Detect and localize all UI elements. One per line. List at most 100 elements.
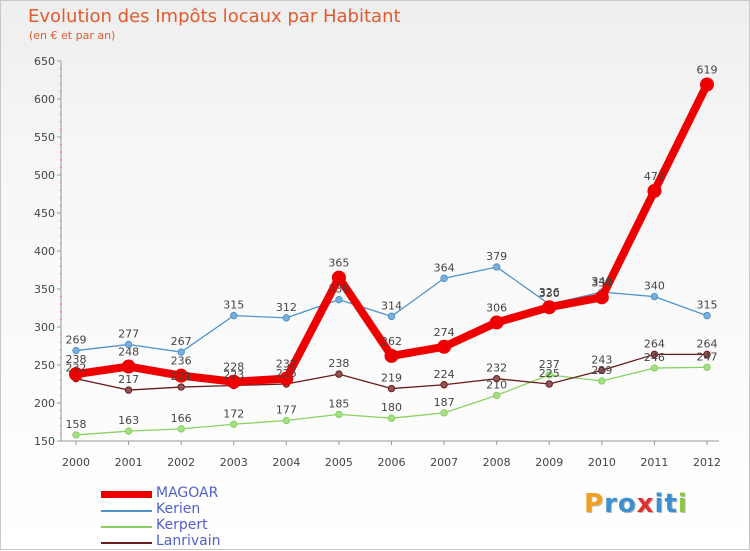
data-point-magoar bbox=[226, 374, 241, 389]
data-point-magoar bbox=[331, 270, 346, 285]
y-minor-tick bbox=[60, 425, 62, 427]
y-minor-tick bbox=[60, 220, 62, 222]
y-minor-tick bbox=[60, 106, 62, 108]
logo-letter: i bbox=[677, 489, 688, 519]
y-minor-tick bbox=[60, 128, 62, 130]
legend-label: MAGOAR bbox=[156, 485, 219, 501]
data-point-kerien bbox=[440, 274, 448, 283]
y-tick-label: 300 bbox=[34, 321, 55, 334]
legend-swatch bbox=[101, 526, 152, 528]
data-label-lanrivain: 225 bbox=[539, 367, 560, 380]
data-point-kerien bbox=[177, 348, 185, 356]
data-label-magoar: 248 bbox=[118, 346, 139, 359]
y-minor-tick bbox=[60, 83, 62, 85]
x-tick-label: 2006 bbox=[378, 456, 406, 469]
data-label-kerpert: 247 bbox=[697, 350, 718, 363]
data-point-lanrivain bbox=[598, 366, 606, 375]
data-label-magoar: 365 bbox=[328, 257, 349, 270]
data-label-kerien: 340 bbox=[644, 280, 665, 293]
data-label-kerien: 312 bbox=[276, 301, 297, 314]
data-label-kerien: 330 bbox=[539, 287, 560, 300]
legend-label: Kerien bbox=[156, 501, 201, 517]
y-minor-tick bbox=[60, 121, 62, 123]
data-point-kerpert bbox=[598, 377, 606, 385]
data-label-kerien: 314 bbox=[381, 299, 402, 312]
x-tick-label: 2008 bbox=[483, 456, 511, 469]
data-label-lanrivain: 264 bbox=[697, 337, 718, 350]
data-label-kerien: 336 bbox=[328, 283, 349, 296]
data-point-magoar bbox=[647, 183, 662, 198]
data-label-magoar: 619 bbox=[697, 64, 718, 77]
data-label-lanrivain: 225 bbox=[276, 367, 297, 380]
x-tick-label: 2009 bbox=[535, 456, 563, 469]
data-point-magoar bbox=[174, 368, 189, 383]
y-tick-label: 450 bbox=[34, 207, 55, 220]
y-minor-tick bbox=[60, 432, 62, 434]
legend-label: Kerpert bbox=[156, 517, 208, 533]
data-point-kerpert bbox=[282, 416, 291, 425]
data-point-magoar bbox=[437, 339, 452, 354]
y-minor-tick bbox=[60, 341, 62, 343]
y-minor-tick bbox=[60, 189, 62, 191]
x-tick-label: 2005 bbox=[325, 456, 353, 469]
data-point-kerien bbox=[335, 295, 343, 304]
data-point-kerpert bbox=[177, 425, 185, 433]
y-minor-tick bbox=[60, 166, 62, 168]
y-minor-tick bbox=[60, 159, 62, 161]
x-tick-label: 2007 bbox=[430, 456, 458, 469]
data-label-kerpert: 158 bbox=[66, 418, 87, 431]
data-label-kerpert: 246 bbox=[644, 351, 665, 364]
y-tick-label: 500 bbox=[34, 169, 55, 182]
data-point-magoar bbox=[594, 290, 609, 305]
data-point-lanrivain bbox=[703, 350, 711, 359]
data-point-kerien bbox=[124, 340, 133, 349]
logo-letter: P bbox=[584, 489, 605, 519]
y-minor-tick bbox=[60, 204, 62, 206]
data-point-magoar bbox=[121, 359, 136, 374]
data-label-kerien: 269 bbox=[66, 334, 87, 347]
data-point-magoar bbox=[700, 77, 714, 92]
y-minor-tick bbox=[60, 90, 62, 92]
data-point-lanrivain bbox=[492, 374, 501, 383]
data-point-lanrivain bbox=[387, 384, 396, 393]
data-label-kerpert: 185 bbox=[328, 397, 349, 410]
x-tick-label: 2001 bbox=[115, 456, 143, 469]
data-point-kerpert bbox=[703, 363, 711, 371]
data-label-magoar: 326 bbox=[539, 286, 560, 299]
data-label-kerpert: 177 bbox=[276, 403, 297, 416]
chart-title: Evolution des Impôts locaux par Habitant bbox=[28, 6, 401, 27]
data-point-magoar bbox=[69, 367, 83, 382]
y-minor-tick bbox=[60, 280, 62, 282]
data-point-kerpert bbox=[492, 391, 501, 400]
y-tick-label: 400 bbox=[34, 245, 55, 258]
data-point-kerien bbox=[230, 311, 238, 320]
data-label-kerien: 267 bbox=[171, 335, 192, 348]
y-tick-label: 550 bbox=[34, 131, 55, 144]
data-label-lanrivain: 224 bbox=[434, 368, 455, 381]
y-minor-tick bbox=[60, 356, 62, 358]
data-point-kerien bbox=[492, 263, 501, 271]
data-point-lanrivain bbox=[177, 383, 185, 391]
y-minor-tick bbox=[60, 182, 62, 184]
y-minor-tick bbox=[60, 227, 62, 229]
data-label-lanrivain: 223 bbox=[223, 369, 244, 382]
logo-letter: o bbox=[617, 489, 637, 519]
x-tick-label: 2004 bbox=[272, 456, 300, 469]
y-minor-tick bbox=[60, 379, 62, 381]
data-point-kerien bbox=[387, 312, 396, 321]
y-minor-tick bbox=[60, 311, 62, 313]
x-tick-label: 2010 bbox=[588, 456, 616, 469]
data-label-lanrivain: 217 bbox=[118, 373, 139, 386]
data-point-kerpert bbox=[650, 364, 659, 372]
y-tick-label: 350 bbox=[34, 283, 55, 296]
y-minor-tick bbox=[60, 144, 62, 146]
data-label-kerpert: 180 bbox=[381, 401, 402, 414]
x-tick-label: 2000 bbox=[62, 456, 90, 469]
y-tick-label: 250 bbox=[34, 359, 55, 372]
data-label-kerpert: 163 bbox=[118, 414, 139, 427]
x-tick-label: 2011 bbox=[640, 456, 668, 469]
data-label-kerien: 277 bbox=[118, 327, 139, 340]
chart-subtitle: (en € et par an) bbox=[29, 29, 116, 42]
data-point-lanrivain bbox=[545, 380, 553, 388]
